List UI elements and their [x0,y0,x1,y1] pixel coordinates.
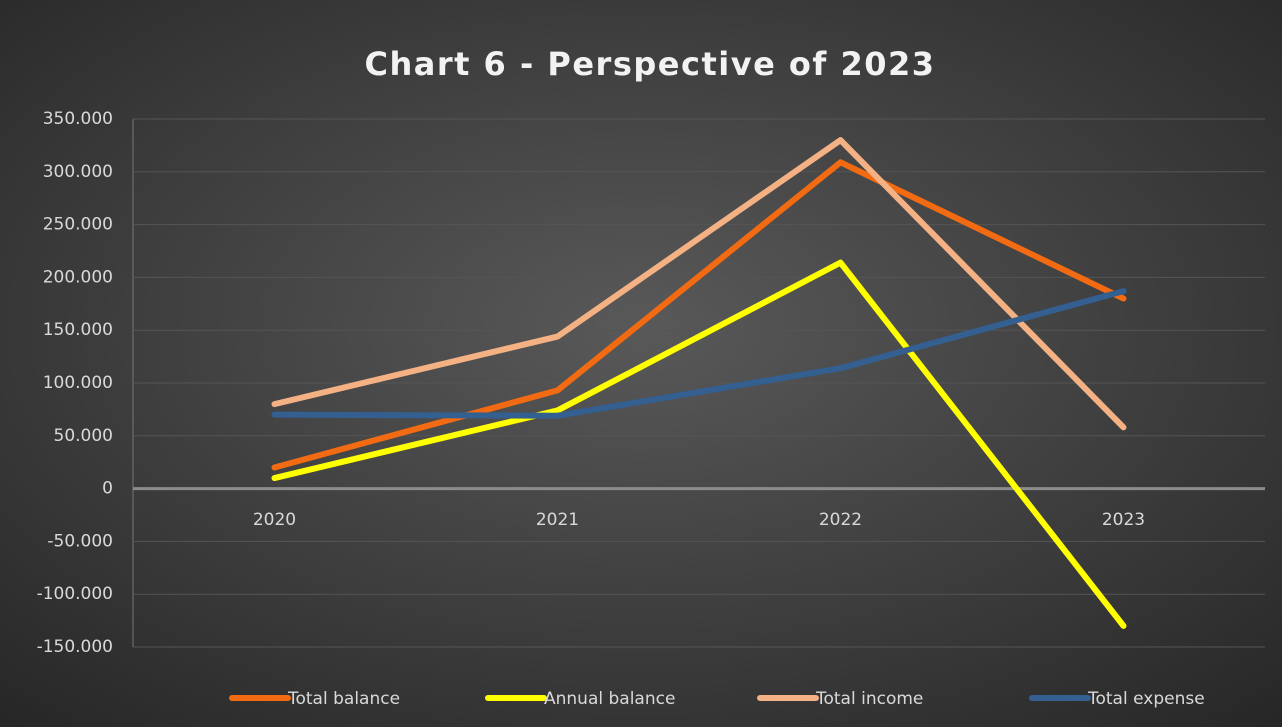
chart-title: Chart 6 - Perspective of 2023 [364,45,935,83]
series-line [271,159,1127,471]
legend-label: Total income [815,689,923,709]
y-tick-label: 150.000 [43,320,113,340]
x-tick-label: 2022 [819,510,862,530]
legend-label: Total balance [287,689,400,709]
x-tick-label: 2023 [1102,510,1145,530]
y-tick-label: -100.000 [37,584,113,604]
y-tick-label: 50.000 [54,426,113,446]
x-tick-label: 2021 [536,510,579,530]
y-tick-label: 250.000 [43,215,113,235]
y-tick-label: 200.000 [43,267,113,287]
legend-label: Total expense [1087,689,1205,709]
y-tick-label: -150.000 [37,637,113,657]
y-tick-label: -50.000 [47,531,113,551]
legend-label: Annual balance [544,689,675,709]
x-tick-label: 2020 [253,510,296,530]
y-tick-label: 100.000 [43,373,113,393]
y-tick-label: 350.000 [43,109,113,129]
series-line [271,288,1127,419]
series-line [271,259,1127,629]
y-tick-label: 0 [102,479,113,499]
series-line [271,137,1127,431]
y-tick-label: 300.000 [43,162,113,182]
